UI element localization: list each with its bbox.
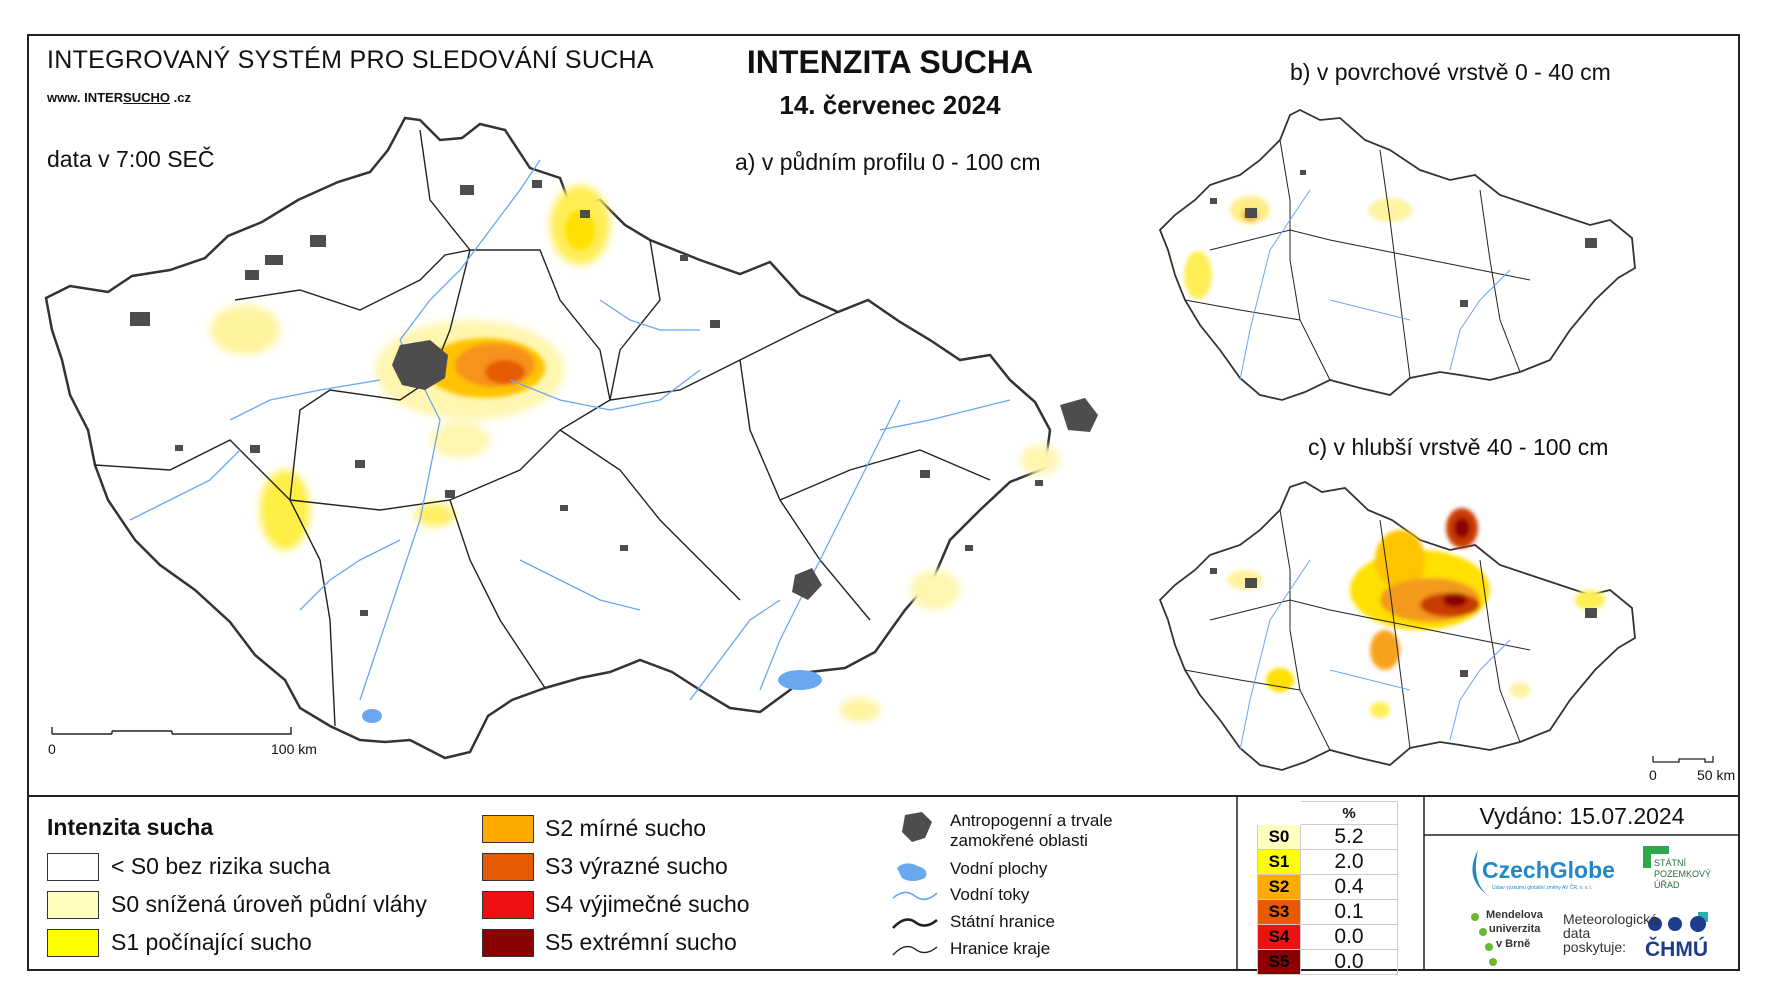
stats-class-s0: S0: [1257, 824, 1301, 850]
map-a-drought-areas: [210, 185, 1060, 722]
legend-title: Intenzita sucha: [47, 814, 214, 840]
url-prefix: www. INTER: [47, 90, 124, 105]
scale-small-end: 50 km: [1697, 767, 1736, 783]
stats-header-row: %: [1257, 801, 1398, 825]
legend-swatch-s0: [47, 891, 99, 919]
symbol-icons: [892, 812, 938, 956]
stats-value-s4: 0.0: [1300, 924, 1398, 950]
stats-row: S3 0.1: [1257, 899, 1398, 925]
stats-class-s1: S1: [1257, 849, 1301, 875]
meteo-provider-line1: Meteorologická: [1563, 911, 1658, 927]
water-stream-symbol-icon: [892, 891, 938, 901]
url-suffix: .cz: [170, 90, 191, 105]
water-body-symbol-icon: [897, 863, 927, 881]
czechglobe-subtitle: Ústav výzkumu globální změny AV ČR, v. v…: [1492, 885, 1593, 891]
data-time-note: data v 7:00 SEČ: [47, 146, 215, 172]
meteo-provider-line3: poskytuje:: [1563, 939, 1627, 955]
scale-small-zero: 0: [1649, 767, 1657, 783]
legend-swatch-s3: [482, 853, 534, 881]
czechglobe-logo[interactable]: CzechGlobe: [1482, 857, 1615, 883]
map-c-title: c) v hlubší vrstvě 40 - 100 cm: [1308, 434, 1609, 460]
map-a-anthropogenic-areas: [130, 180, 1098, 616]
legend-swatch-s5: [482, 929, 534, 957]
state-border-symbol-icon: [892, 918, 938, 929]
mendelu-dots-icon: [1471, 913, 1497, 966]
chmu-logo[interactable]: ČHMÚ: [1645, 938, 1708, 961]
stats-value-s1: 2.0: [1300, 849, 1398, 875]
symbol-label-water-streams: Vodní toky: [950, 885, 1030, 904]
url-mid: SUCHO: [123, 90, 171, 105]
stats-class-s3: S3: [1257, 899, 1301, 925]
stats-value-s3: 0.1: [1300, 899, 1398, 925]
stats-value-s0: 5.2: [1300, 824, 1398, 850]
chmu-logo-icon: [1648, 916, 1706, 932]
map-a-czechia: [44, 116, 1098, 760]
spu-logo-icon: [1643, 846, 1669, 854]
scale-bar-main: [51, 727, 292, 735]
legend-swatch-below-s0: [47, 853, 99, 881]
stats-row: S0 5.2: [1257, 824, 1398, 850]
stats-row: S2 0.4: [1257, 874, 1398, 900]
legend-label-below-s0: < S0 bez rizika sucha: [111, 853, 331, 879]
system-title: INTEGROVANÝ SYSTÉM PRO SLEDOVÁNÍ SUCHA: [47, 46, 654, 74]
mendelu-logo-line3: v Brně: [1496, 938, 1531, 950]
legend-label-s5: S5 extrémní sucho: [545, 929, 737, 955]
scale-main-zero: 0: [48, 741, 56, 757]
area-statistics-table: % S0 5.2 S1 2.0 S2 0.4 S3 0.1 S4 0.0 S5 0.0: [1257, 801, 1398, 975]
mendelu-logo-line2: univerzita: [1489, 923, 1541, 935]
legend-label-s4: S4 výjimečné sucho: [545, 891, 750, 917]
mendelu-logo-line1[interactable]: Mendelova: [1486, 909, 1543, 921]
legend-swatch-s2: [482, 815, 534, 843]
stats-header-percent: %: [1300, 801, 1398, 825]
map-a-country-outline: [44, 116, 1052, 760]
anthropogenic-symbol-icon: [902, 812, 932, 842]
symbol-label-region-border: Hranice kraje: [950, 939, 1051, 958]
map-date: 14. červenec 2024: [779, 90, 1001, 120]
map-a-title: a) v půdním profilu 0 - 100 cm: [735, 149, 1041, 175]
legend-swatch-s1: [47, 929, 99, 957]
legend-label-s1: S1 počínající sucho: [111, 929, 312, 955]
scale-bar-small: [1652, 756, 1714, 763]
symbol-label-water-bodies: Vodní plochy: [950, 859, 1048, 878]
meteo-provider-line2: data: [1563, 925, 1591, 941]
symbol-label-anthropogenic: Antropogenní a trvale zamokřené oblasti: [950, 811, 1113, 850]
logo-graphics: [1471, 846, 1708, 966]
stats-row: S5 0.0: [1257, 949, 1398, 975]
stats-class-s5: S5: [1257, 949, 1301, 975]
issued-date: Vydáno: 15.07.2024: [1479, 803, 1685, 829]
main-title: INTENZITA SUCHA: [746, 44, 1034, 80]
website-url[interactable]: www. INTERSUCHO .cz: [47, 90, 191, 105]
legend-label-s3: S3 výrazné sucho: [545, 853, 728, 879]
stats-row: S4 0.0: [1257, 924, 1398, 950]
map-a-water-bodies: [362, 670, 822, 723]
spu-logo[interactable]: STÁTNÍ POZEMKOVÝ ÚŘAD: [1654, 858, 1712, 890]
legend-swatch-s4: [482, 891, 534, 919]
map-b-country-outline: [1158, 108, 1636, 401]
map-c-czechia: [1158, 481, 1636, 771]
legend-label-s2: S2 mírné sucho: [545, 815, 707, 841]
stats-value-s5: 0.0: [1300, 949, 1398, 975]
map-a-region-borders: [94, 129, 991, 727]
stats-row: S1 2.0: [1257, 849, 1398, 875]
map-b-title: b) v povrchové vrstvě 0 - 40 cm: [1290, 59, 1611, 85]
legend-label-s0: S0 snížená úroveň půdní vláhy: [111, 891, 427, 917]
map-a-drought-core: [425, 210, 595, 398]
stats-value-s2: 0.4: [1300, 874, 1398, 900]
stats-class-s2: S2: [1257, 874, 1301, 900]
legend-separators: [27, 795, 1740, 971]
region-border-symbol-icon: [892, 945, 938, 956]
symbol-label-state-border: Státní hranice: [950, 912, 1055, 931]
stats-class-s4: S4: [1257, 924, 1301, 950]
scale-main-end: 100 km: [271, 741, 317, 757]
map-b-czechia: [1158, 108, 1636, 401]
